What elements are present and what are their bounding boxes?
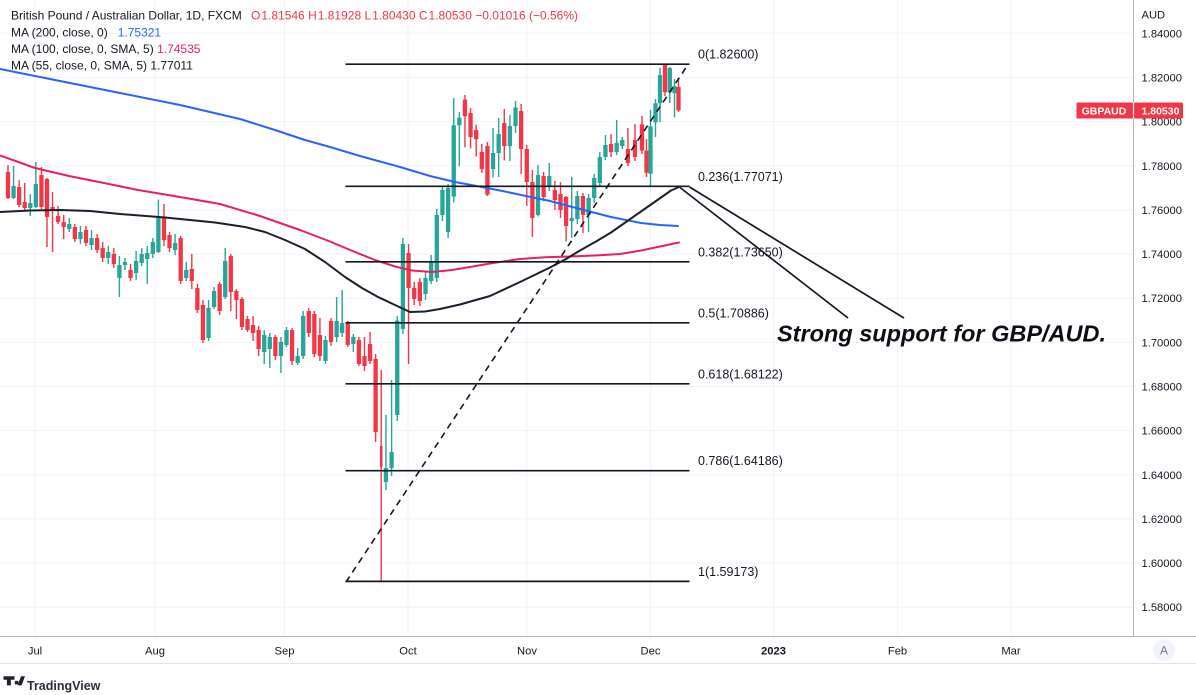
svg-text:2023: 2023: [761, 646, 786, 658]
svg-text:MA (55, close, 0, SMA, 5) 1.7: MA (55, close, 0, SMA, 5) 1.77011: [11, 59, 193, 73]
svg-text:Strong support for GBP/AUD.: Strong support for GBP/AUD.: [777, 321, 1106, 347]
svg-text:Dec: Dec: [641, 646, 661, 658]
svg-text:A: A: [1160, 644, 1168, 658]
svg-text:Mar: Mar: [1001, 646, 1021, 658]
svg-text:Aug: Aug: [145, 646, 165, 658]
svg-text:1.80000: 1.80000: [1142, 117, 1182, 129]
svg-text:Jul: Jul: [28, 646, 42, 658]
svg-text:MA (200, close, 0) 1.75321: MA (200, close, 0) 1.75321: [11, 26, 161, 40]
svg-text:1.80530: 1.80530: [1142, 106, 1180, 118]
svg-text:1.72000: 1.72000: [1142, 293, 1182, 305]
svg-text:1.84000: 1.84000: [1142, 28, 1182, 40]
svg-text:0.618(1.68122): 0.618(1.68122): [698, 367, 783, 381]
svg-text:1.78000: 1.78000: [1142, 161, 1182, 173]
svg-text:1.70000: 1.70000: [1142, 337, 1182, 349]
svg-text:0.5(1.70886): 0.5(1.70886): [698, 306, 769, 320]
svg-text:GBPAUD: GBPAUD: [1082, 106, 1127, 118]
svg-text:1.76000: 1.76000: [1142, 205, 1182, 217]
svg-text:1.64000: 1.64000: [1142, 470, 1182, 482]
svg-text:1.74000: 1.74000: [1142, 249, 1182, 261]
svg-text:1(1.59173): 1(1.59173): [698, 565, 758, 579]
svg-text:1.58000: 1.58000: [1142, 602, 1182, 614]
svg-text:1.66000: 1.66000: [1142, 426, 1182, 438]
svg-text:Nov: Nov: [517, 646, 537, 658]
svg-text:1.62000: 1.62000: [1142, 514, 1182, 526]
svg-text:Feb: Feb: [888, 646, 907, 658]
svg-text:1.82000: 1.82000: [1142, 72, 1182, 84]
svg-text:MA (100, close, 0, SMA, 5) 1.: MA (100, close, 0, SMA, 5) 1.74535: [11, 42, 201, 56]
svg-text:British Pound / Australian Dol: British Pound / Australian Dollar, 1D, F…: [11, 9, 242, 23]
svg-text:Sep: Sep: [275, 646, 295, 658]
svg-text:0.382(1.73650): 0.382(1.73650): [698, 245, 783, 259]
svg-text:1.68000: 1.68000: [1142, 382, 1182, 394]
svg-text:AUD: AUD: [1142, 10, 1166, 22]
svg-text:1.60000: 1.60000: [1142, 558, 1182, 570]
svg-text:TradingView: TradingView: [27, 679, 101, 693]
svg-text:Oct: Oct: [399, 646, 417, 658]
svg-text:O1.81546 H1.81928 L1.80430: O1.81546 H1.81928 L1.80430 C1.80530 −0.0…: [251, 9, 578, 23]
svg-text:0.236(1.77071): 0.236(1.77071): [698, 170, 783, 184]
svg-text:0(1.82600): 0(1.82600): [698, 48, 758, 62]
svg-text:0.786(1.64186): 0.786(1.64186): [698, 454, 783, 468]
